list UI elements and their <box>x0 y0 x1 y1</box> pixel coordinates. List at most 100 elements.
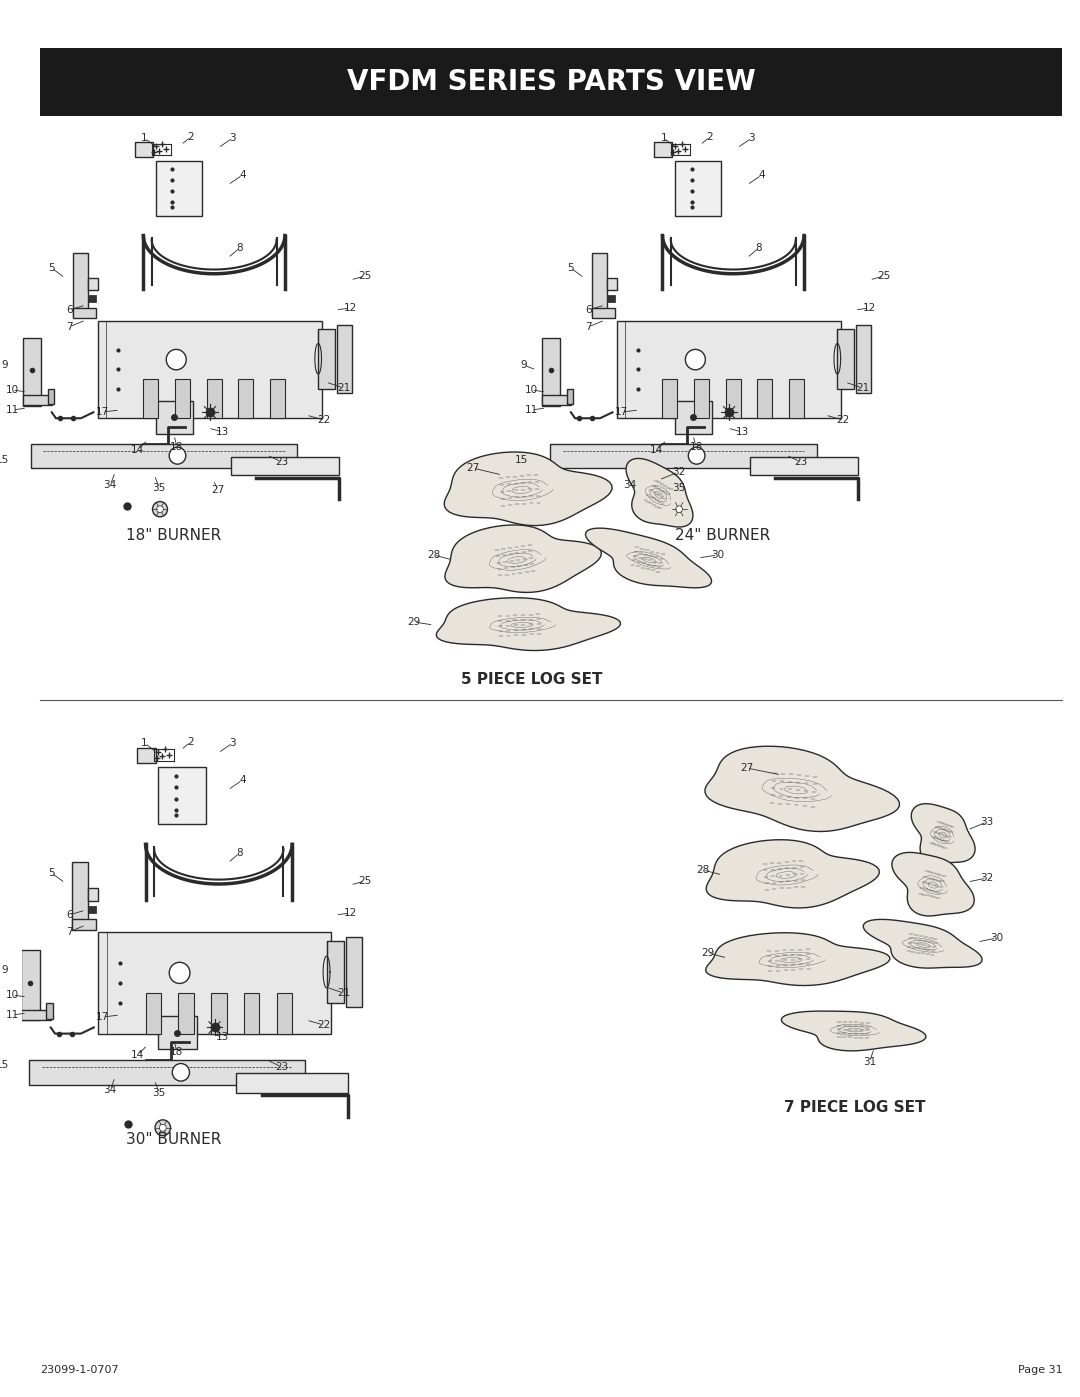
Text: 30" BURNER: 30" BURNER <box>126 1133 221 1147</box>
Polygon shape <box>706 840 879 908</box>
Bar <box>675 161 720 217</box>
Text: 9: 9 <box>1 965 8 975</box>
Text: 7: 7 <box>66 928 72 937</box>
Text: 34: 34 <box>623 481 636 490</box>
Text: 15: 15 <box>0 1060 9 1070</box>
Text: 2: 2 <box>706 131 713 142</box>
Circle shape <box>160 1125 166 1132</box>
Text: 35: 35 <box>152 483 166 493</box>
Text: 4: 4 <box>239 170 246 180</box>
Text: 23: 23 <box>794 457 808 467</box>
Text: 17: 17 <box>615 407 629 416</box>
Text: 25: 25 <box>359 271 372 281</box>
Text: 29: 29 <box>701 949 714 958</box>
Bar <box>159 1016 198 1049</box>
Text: 27: 27 <box>741 763 754 773</box>
Text: 17: 17 <box>96 1011 109 1023</box>
Text: 9: 9 <box>521 360 527 370</box>
Bar <box>72 253 87 316</box>
Text: 13: 13 <box>216 1032 230 1042</box>
Text: 14: 14 <box>131 446 145 455</box>
Bar <box>237 1073 348 1092</box>
Text: 18: 18 <box>689 441 703 453</box>
Text: 27: 27 <box>467 462 480 474</box>
Text: 1: 1 <box>660 133 667 142</box>
Bar <box>542 395 571 405</box>
Circle shape <box>173 1063 189 1081</box>
Bar <box>856 324 872 393</box>
Circle shape <box>170 963 190 983</box>
Bar <box>87 278 97 291</box>
Text: 18: 18 <box>171 1046 184 1058</box>
Bar <box>31 444 297 468</box>
Bar <box>607 295 615 302</box>
Text: 13: 13 <box>216 427 230 437</box>
Text: 14: 14 <box>650 446 663 455</box>
Text: 7: 7 <box>585 321 592 332</box>
Bar <box>156 161 202 217</box>
Bar <box>21 1010 51 1020</box>
Circle shape <box>676 506 683 513</box>
Text: 11: 11 <box>525 405 538 415</box>
Text: 29: 29 <box>407 617 420 627</box>
Bar <box>23 338 41 405</box>
Bar <box>72 862 87 928</box>
Bar <box>726 379 741 418</box>
Circle shape <box>157 506 163 513</box>
Bar <box>175 379 190 418</box>
Polygon shape <box>912 803 975 863</box>
Text: 28: 28 <box>427 550 441 560</box>
Text: 12: 12 <box>343 303 356 313</box>
Text: 12: 12 <box>343 908 356 918</box>
Text: 21: 21 <box>337 988 350 997</box>
Text: 10: 10 <box>525 386 538 395</box>
Text: 15: 15 <box>0 455 9 465</box>
Text: 9: 9 <box>1 360 8 370</box>
Text: Page 31: Page 31 <box>1017 1365 1063 1375</box>
Bar <box>654 142 673 158</box>
Polygon shape <box>585 528 712 588</box>
Text: 10: 10 <box>5 386 18 395</box>
Bar <box>146 993 161 1034</box>
Text: 1: 1 <box>141 738 148 747</box>
Bar <box>87 888 98 901</box>
Bar <box>87 295 96 302</box>
Bar <box>662 379 677 418</box>
Text: 24" BURNER: 24" BURNER <box>675 528 770 542</box>
Polygon shape <box>781 1011 926 1051</box>
Bar <box>40 47 1063 116</box>
Bar <box>97 320 322 418</box>
Text: 21: 21 <box>337 383 350 393</box>
Text: 3: 3 <box>748 133 755 142</box>
Text: 30: 30 <box>711 550 725 560</box>
Text: 23: 23 <box>275 457 288 467</box>
Bar <box>72 919 96 930</box>
Text: 33: 33 <box>981 817 994 827</box>
Polygon shape <box>863 919 982 968</box>
Circle shape <box>672 502 687 517</box>
Bar <box>326 942 343 1003</box>
Text: 6: 6 <box>66 305 72 314</box>
Bar <box>617 320 841 418</box>
Text: 11: 11 <box>5 1010 19 1020</box>
Text: 6: 6 <box>585 305 592 314</box>
Text: 14: 14 <box>131 1051 145 1060</box>
Bar <box>72 307 96 319</box>
Bar <box>206 379 221 418</box>
Text: 34: 34 <box>104 1085 117 1095</box>
Bar <box>607 278 617 291</box>
Circle shape <box>152 502 167 517</box>
Bar <box>211 993 227 1034</box>
Polygon shape <box>705 933 890 985</box>
Text: 31: 31 <box>863 1058 876 1067</box>
Text: 4: 4 <box>758 170 765 180</box>
Text: 3: 3 <box>229 738 237 747</box>
Text: 22: 22 <box>318 415 330 425</box>
Bar <box>29 1060 305 1084</box>
Bar <box>550 444 816 468</box>
Text: 32: 32 <box>672 467 685 476</box>
Bar <box>21 950 40 1020</box>
Text: 1: 1 <box>141 133 148 142</box>
Bar <box>48 388 54 404</box>
Text: 6: 6 <box>66 909 72 921</box>
